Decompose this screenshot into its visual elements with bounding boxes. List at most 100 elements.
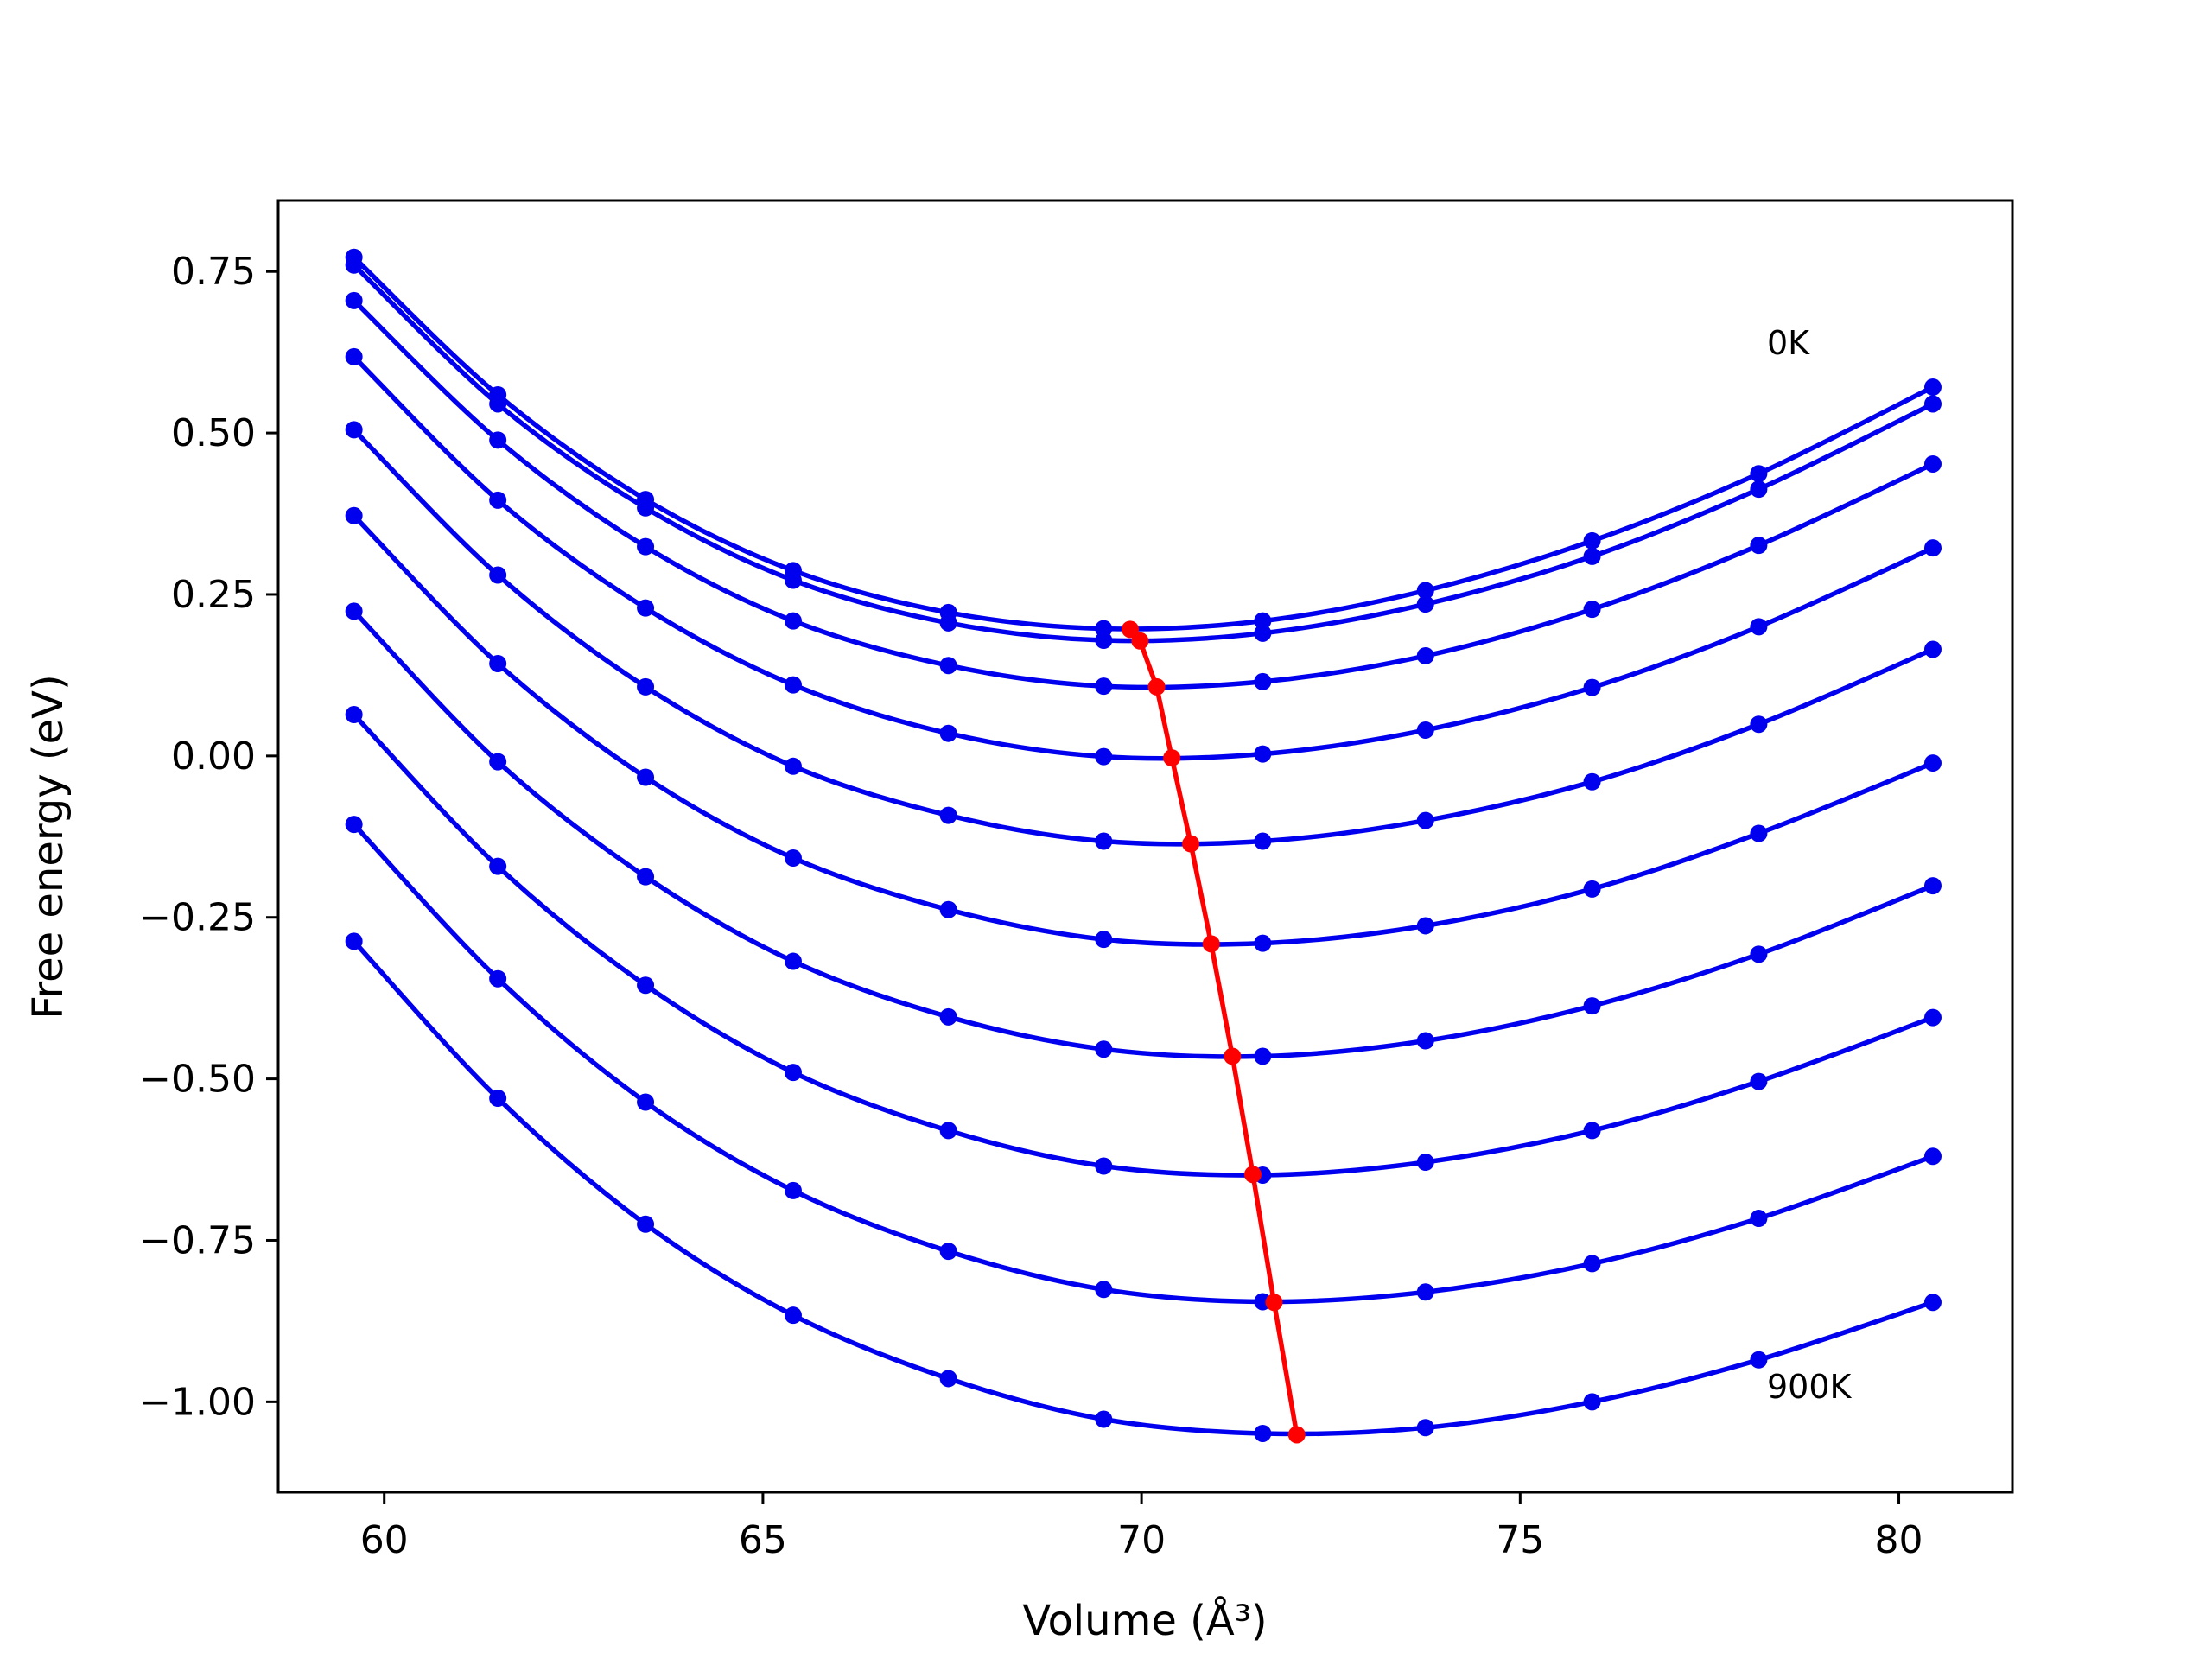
minimum-path-point <box>1287 1426 1306 1444</box>
isotherm-point <box>1750 945 1768 963</box>
isotherm-point <box>784 1181 802 1199</box>
isotherm-point <box>345 602 363 620</box>
isotherm-point <box>939 1007 957 1026</box>
minimum-path-point <box>1147 677 1166 696</box>
isotherm-point <box>784 676 802 694</box>
isotherm-point <box>1095 1040 1113 1058</box>
isotherm-point <box>1416 646 1434 664</box>
isotherm-point <box>1416 1419 1434 1437</box>
isotherm-point <box>1254 612 1272 630</box>
isotherm-point <box>784 612 802 630</box>
minimum-path-point <box>1202 935 1220 953</box>
isotherm-point <box>1750 618 1768 636</box>
isotherm-point <box>1923 640 1942 658</box>
isotherm-series-1 <box>345 256 1942 650</box>
isotherm-point <box>1750 1210 1768 1228</box>
y-tick-label: −0.25 <box>139 896 256 940</box>
isotherm-series-4 <box>345 421 1942 850</box>
isotherm-point <box>1583 678 1601 696</box>
isotherm-point <box>1416 811 1434 830</box>
isotherm-point <box>637 868 655 886</box>
isotherm-point <box>489 395 507 413</box>
isotherm-point <box>1095 747 1113 766</box>
x-axis-label: Volume (Å³) <box>1022 1596 1267 1645</box>
isotherm-point <box>1583 1122 1601 1140</box>
y-tick-label: 0.25 <box>171 573 256 617</box>
isotherm-series-9 <box>345 932 1942 1442</box>
minimum-path-point <box>1182 835 1200 853</box>
y-tick-label: 0.00 <box>171 734 256 779</box>
isotherm-point <box>939 613 957 632</box>
isotherm-point <box>1416 721 1434 739</box>
isotherm-point <box>1583 1393 1601 1411</box>
isotherm-point <box>784 1064 802 1082</box>
x-tick-label: 60 <box>360 1518 409 1562</box>
isotherm-point <box>1416 917 1434 935</box>
isotherm-point <box>1095 632 1113 650</box>
isotherm-point <box>1254 1424 1272 1442</box>
isotherm-series-6 <box>345 602 1942 1065</box>
isotherm-point <box>784 849 802 867</box>
isotherm-point <box>345 706 363 724</box>
isotherm-point <box>1923 877 1942 895</box>
isotherm-point <box>1583 531 1601 550</box>
isotherm-point <box>1923 1147 1942 1166</box>
isotherm-point <box>1095 677 1113 696</box>
isotherm-point <box>1254 934 1272 952</box>
isotherm-point <box>637 1093 655 1111</box>
y-tick-label: −0.50 <box>139 1058 256 1102</box>
isotherm-point <box>489 654 507 672</box>
isotherm-point <box>1923 539 1942 557</box>
isotherm-point <box>637 537 655 556</box>
isotherm-point <box>1923 754 1942 772</box>
isotherm-point <box>1095 931 1113 949</box>
isotherm-point <box>939 1370 957 1388</box>
isotherm-series-5 <box>345 506 1942 952</box>
isotherm-point <box>345 421 363 439</box>
isotherm-point <box>489 566 507 584</box>
x-tick-label: 70 <box>1117 1518 1166 1562</box>
isotherm-series-2 <box>345 291 1942 696</box>
isotherm-point <box>1750 537 1768 555</box>
isotherm-point <box>1095 1410 1113 1428</box>
isotherm-point <box>784 952 802 970</box>
isotherm-series-3 <box>345 347 1942 766</box>
minimum-path-point <box>1121 620 1139 639</box>
isotherm-point <box>784 571 802 589</box>
isotherm-point <box>489 431 507 449</box>
isotherm-point <box>637 677 655 696</box>
isotherm-point <box>345 932 363 950</box>
isotherm-point <box>1416 595 1434 613</box>
isotherm-point <box>1923 378 1942 397</box>
isotherm-point <box>489 969 507 988</box>
isotherm-point <box>489 491 507 509</box>
isotherm-point <box>1583 772 1601 791</box>
isotherm-point <box>489 753 507 771</box>
isotherm-point <box>1416 582 1434 600</box>
isotherm-point <box>784 757 802 775</box>
isotherm-point <box>939 1243 957 1261</box>
isotherm-point <box>1750 715 1768 734</box>
minimum-path-point <box>1131 632 1149 650</box>
isotherm-series-7 <box>345 706 1942 1184</box>
isotherm-point <box>345 816 363 834</box>
isotherm-point <box>1416 1283 1434 1301</box>
isotherm-point <box>1095 832 1113 850</box>
y-tick-label: 0.50 <box>171 411 256 455</box>
isotherm-point <box>1750 480 1768 499</box>
isotherm-point <box>1583 601 1601 619</box>
isotherm-point <box>1750 1351 1768 1369</box>
isotherm-curves <box>345 248 1942 1442</box>
isotherm-point <box>1254 832 1272 850</box>
isotherm-point <box>1923 1008 1942 1027</box>
isotherm-point <box>1416 1032 1434 1050</box>
y-axis-label: Free energy (eV) <box>24 674 73 1019</box>
y-tick-label: 0.75 <box>171 250 256 294</box>
annotation-0k: 0K <box>1767 324 1810 362</box>
isotherm-point <box>1583 547 1601 565</box>
isotherm-point <box>1583 997 1601 1015</box>
isotherm-point <box>489 857 507 875</box>
y-tick-label: −0.75 <box>139 1218 256 1262</box>
x-tick-label: 75 <box>1496 1518 1544 1562</box>
